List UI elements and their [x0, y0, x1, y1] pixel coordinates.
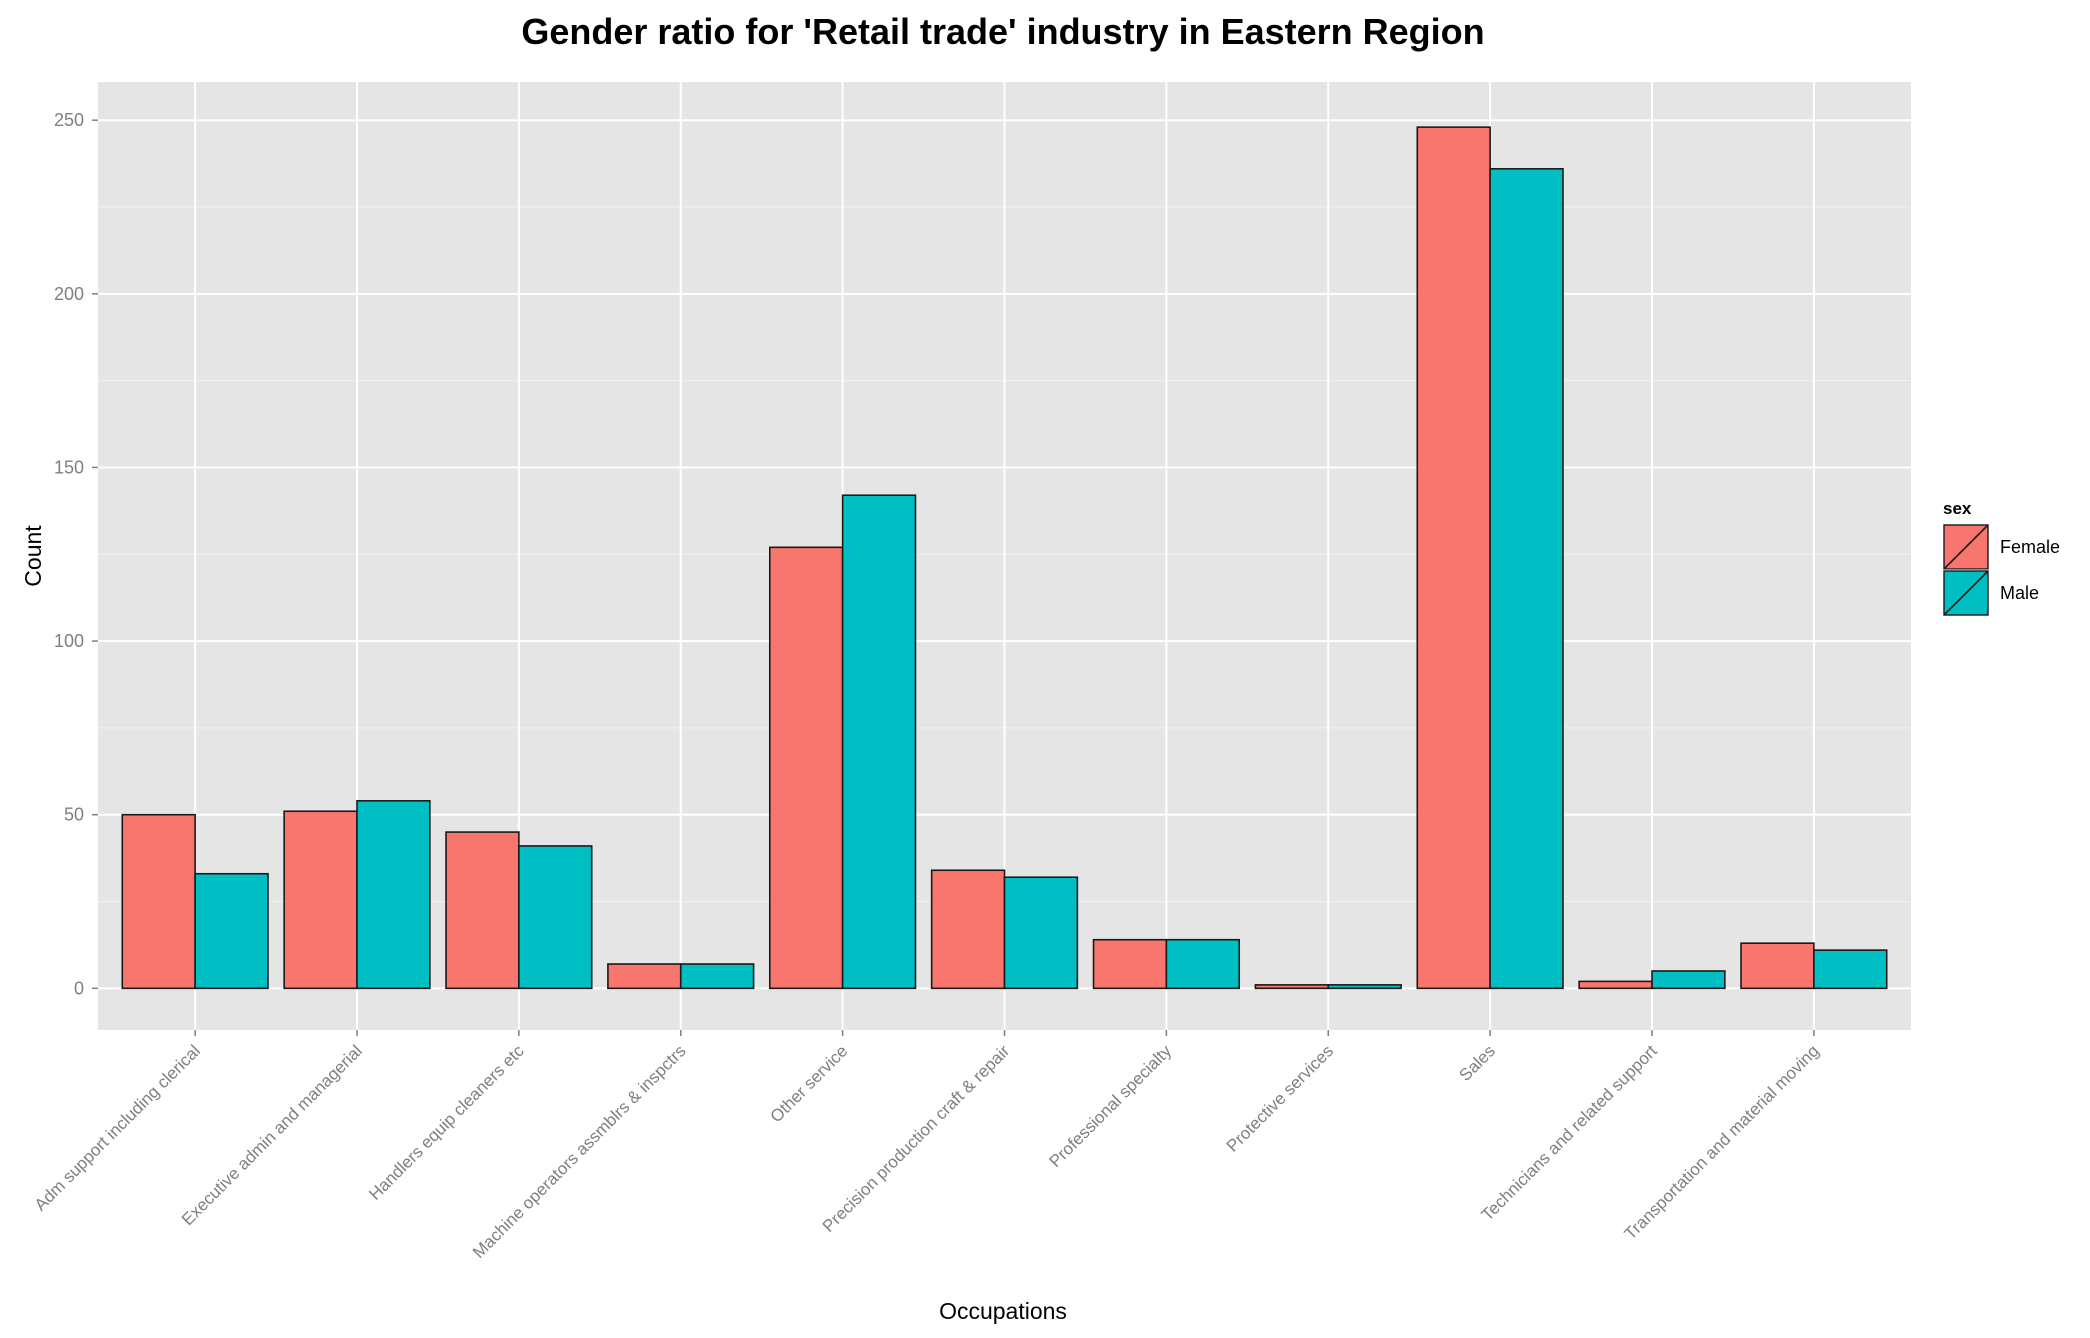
bar-male-1	[356, 800, 431, 990]
bar-female-10	[1740, 942, 1815, 990]
chart-title: Gender ratio for 'Retail trade' industry…	[521, 11, 1484, 52]
bars	[121, 126, 1888, 990]
legend-key-slash	[1943, 570, 1989, 616]
bar-female-6	[1092, 938, 1168, 990]
bar-male-5	[1003, 876, 1079, 990]
x-tick-label: Adm support including clerical	[31, 1041, 204, 1214]
y-axis-label: Count	[20, 525, 46, 587]
bar-male-8	[1489, 168, 1564, 990]
bar-male-0	[194, 872, 269, 990]
x-tick-label: Executive admin and managerial	[178, 1041, 366, 1229]
bar-female-7	[1254, 984, 1330, 990]
legend-label-male: Male	[2000, 583, 2039, 603]
bar-male-9	[1651, 970, 1726, 990]
y-axis-ticks: 0 50 100 150 200 250	[54, 110, 98, 998]
bar-female-5	[930, 869, 1006, 990]
x-axis-label: Occupations	[939, 1298, 1067, 1324]
x-tick-label: Transportation and material moving	[1621, 1041, 1823, 1243]
x-tick-label: Professional specialty	[1046, 1041, 1176, 1171]
y-tick-label: 200	[54, 284, 84, 304]
x-tick-label: Technicians and related support	[1478, 1041, 1661, 1224]
x-tick-label: Other service	[767, 1041, 852, 1126]
y-tick-label: 250	[54, 110, 84, 130]
x-tick-label: Precision production craft & repair	[819, 1041, 1014, 1236]
bar-male-10	[1813, 949, 1888, 990]
legend-label-female: Female	[2000, 537, 2060, 557]
y-tick-label: 150	[54, 457, 84, 477]
bar-female-8	[1416, 126, 1491, 990]
bar-female-2	[445, 831, 520, 990]
legend-key-slash	[1943, 524, 1989, 570]
y-tick-label: 50	[64, 805, 84, 825]
bar-female-9	[1578, 980, 1653, 990]
bar-female-1	[283, 810, 358, 990]
bar-male-6	[1165, 938, 1241, 990]
x-tick-label: Protective services	[1223, 1041, 1337, 1155]
legend-title: sex	[1943, 499, 1972, 518]
bar-female-4	[768, 546, 844, 990]
x-tick-label: Sales	[1455, 1041, 1499, 1085]
x-axis-ticks: Adm support including clericalExecutive …	[31, 1030, 1823, 1262]
bar-male-2	[518, 845, 593, 990]
y-tick-label: 100	[54, 631, 84, 651]
bar-male-4	[841, 494, 917, 990]
y-tick-label: 0	[74, 978, 84, 998]
x-tick-label: Handlers equip cleaners etc	[365, 1041, 528, 1204]
bar-female-3	[607, 963, 682, 990]
bar-male-7	[1327, 984, 1402, 990]
legend: sex Female Male	[1942, 499, 2060, 617]
bar-female-0	[121, 813, 196, 990]
bar-male-3	[679, 963, 755, 990]
